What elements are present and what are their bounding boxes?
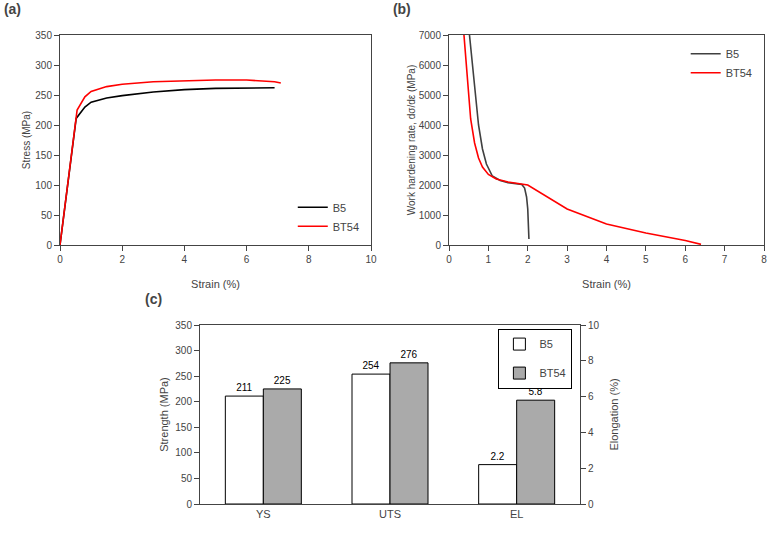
svg-text:150: 150 — [35, 150, 52, 161]
svg-text:4: 4 — [604, 254, 610, 265]
svg-text:211: 211 — [236, 382, 252, 393]
svg-text:Work hardening rate, dσ/dε (MP: Work hardening rate, dσ/dε (MPa) — [406, 65, 417, 216]
svg-text:B5: B5 — [333, 202, 346, 214]
svg-text:0: 0 — [186, 499, 192, 510]
svg-text:2: 2 — [119, 254, 125, 265]
svg-text:300: 300 — [175, 345, 192, 356]
svg-text:0: 0 — [435, 240, 441, 251]
svg-text:3000: 3000 — [419, 150, 442, 161]
svg-text:2: 2 — [588, 463, 594, 474]
svg-text:7000: 7000 — [419, 30, 442, 41]
svg-text:254: 254 — [362, 360, 379, 371]
svg-text:6: 6 — [244, 254, 250, 265]
svg-text:Stress (MPa): Stress (MPa) — [21, 111, 32, 169]
svg-text:B5: B5 — [539, 338, 552, 350]
svg-text:350: 350 — [175, 320, 192, 331]
svg-text:2: 2 — [525, 254, 531, 265]
svg-text:7: 7 — [722, 254, 728, 265]
svg-text:BT54: BT54 — [333, 221, 359, 233]
svg-text:10: 10 — [365, 254, 377, 265]
svg-text:0: 0 — [446, 254, 452, 265]
svg-text:6: 6 — [682, 254, 688, 265]
svg-text:5000: 5000 — [419, 90, 442, 101]
svg-text:50: 50 — [181, 473, 193, 484]
svg-text:UTS: UTS — [379, 508, 401, 520]
svg-text:6000: 6000 — [419, 60, 442, 71]
svg-text:Strain (%): Strain (%) — [582, 278, 631, 290]
svg-text:Strength (MPa): Strength (MPa) — [158, 377, 170, 452]
svg-text:350: 350 — [35, 30, 52, 41]
svg-text:BT54: BT54 — [726, 67, 752, 79]
svg-text:Elongation (%): Elongation (%) — [608, 378, 620, 450]
svg-text:8: 8 — [588, 355, 594, 366]
svg-text:300: 300 — [35, 60, 52, 71]
svg-text:5.8: 5.8 — [528, 386, 543, 398]
svg-text:10: 10 — [588, 320, 600, 331]
svg-text:50: 50 — [41, 210, 53, 221]
svg-text:250: 250 — [35, 90, 52, 101]
svg-text:200: 200 — [35, 120, 52, 131]
svg-text:EL: EL — [510, 508, 523, 520]
svg-text:250: 250 — [175, 371, 192, 382]
svg-text:BT54: BT54 — [539, 367, 565, 379]
svg-text:(c): (c) — [145, 291, 162, 307]
svg-text:4000: 4000 — [419, 120, 442, 131]
svg-text:8: 8 — [306, 254, 312, 265]
svg-text:0: 0 — [57, 254, 63, 265]
svg-text:8: 8 — [761, 254, 767, 265]
svg-text:2.2: 2.2 — [491, 451, 505, 462]
svg-text:0: 0 — [46, 240, 52, 251]
svg-text:100: 100 — [175, 447, 192, 458]
svg-text:B5: B5 — [726, 48, 739, 60]
svg-text:200: 200 — [175, 396, 192, 407]
svg-text:0: 0 — [588, 499, 594, 510]
svg-text:3: 3 — [564, 254, 570, 265]
svg-text:6: 6 — [588, 391, 594, 402]
svg-text:100: 100 — [35, 180, 52, 191]
svg-text:225: 225 — [274, 375, 291, 386]
svg-text:Strain (%): Strain (%) — [191, 278, 240, 290]
svg-text:(b): (b) — [393, 1, 411, 17]
svg-text:150: 150 — [175, 422, 192, 433]
svg-text:1000: 1000 — [419, 210, 442, 221]
svg-text:4: 4 — [182, 254, 188, 265]
svg-text:276: 276 — [400, 349, 417, 360]
svg-text:1: 1 — [486, 254, 492, 265]
svg-text:YS: YS — [256, 508, 271, 520]
svg-text:(a): (a) — [4, 1, 21, 17]
svg-text:2000: 2000 — [419, 180, 442, 191]
svg-text:5: 5 — [643, 254, 649, 265]
svg-text:4: 4 — [588, 427, 594, 438]
